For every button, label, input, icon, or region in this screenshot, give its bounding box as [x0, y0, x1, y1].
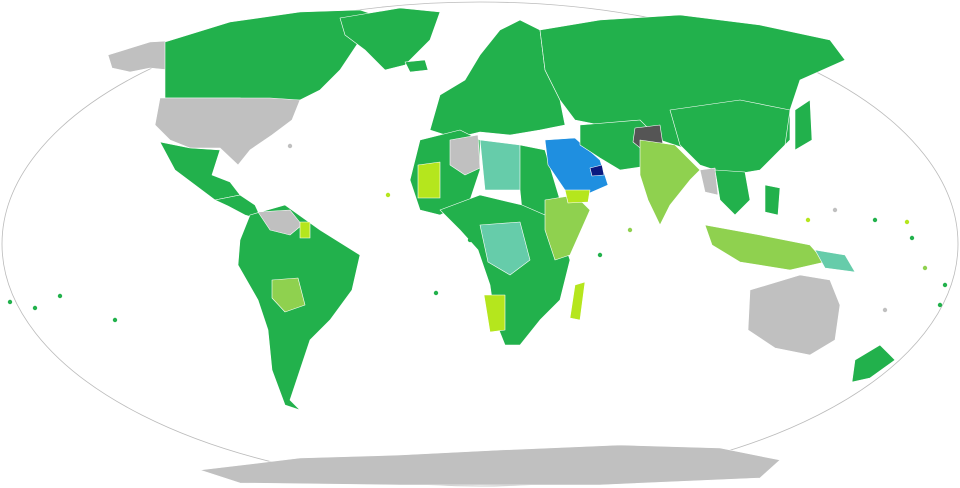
country-new-zealand	[851, 344, 896, 383]
country-mauritania	[417, 161, 441, 199]
island-marker	[433, 290, 439, 296]
island-marker	[937, 302, 943, 308]
island-marker	[904, 219, 910, 225]
island-marker	[942, 282, 948, 288]
island-marker	[287, 143, 293, 149]
country-uae	[589, 164, 605, 177]
country-indonesia	[704, 224, 826, 271]
island-marker	[32, 305, 38, 311]
island-marker	[385, 192, 391, 198]
island-marker	[627, 227, 633, 233]
island-marker	[112, 317, 118, 323]
island-marker	[7, 299, 13, 305]
country-australia	[747, 274, 841, 356]
country-japan	[794, 99, 813, 151]
country-mexico	[159, 141, 241, 201]
country-south-america	[237, 204, 361, 411]
island-marker	[805, 217, 811, 223]
island-marker	[909, 235, 915, 241]
country-suriname	[299, 221, 311, 239]
country-usa	[154, 97, 301, 166]
country-india	[639, 139, 701, 226]
country-algeria-grey	[449, 134, 481, 176]
country-angola	[483, 294, 506, 333]
island-marker	[57, 293, 63, 299]
country-bolivia	[271, 277, 306, 313]
country-png	[814, 249, 856, 273]
country-congo	[479, 221, 531, 276]
island-marker	[872, 217, 878, 223]
island-marker	[922, 265, 928, 271]
country-antarctica	[199, 444, 781, 486]
island-marker	[882, 307, 888, 313]
country-madagascar	[569, 281, 586, 321]
country-iceland	[404, 59, 429, 73]
island-marker	[467, 237, 473, 243]
country-china	[669, 99, 791, 176]
country-southeast-asia	[714, 169, 751, 216]
country-yemen	[564, 189, 591, 204]
country-venezuela-guyana	[257, 209, 303, 236]
country-greenland	[339, 7, 441, 71]
country-saudi-arabia	[544, 137, 609, 196]
island-marker	[832, 207, 838, 213]
country-philippines	[764, 184, 781, 216]
country-libya	[479, 139, 523, 191]
island-marker	[597, 252, 603, 258]
country-myanmar	[699, 167, 719, 196]
